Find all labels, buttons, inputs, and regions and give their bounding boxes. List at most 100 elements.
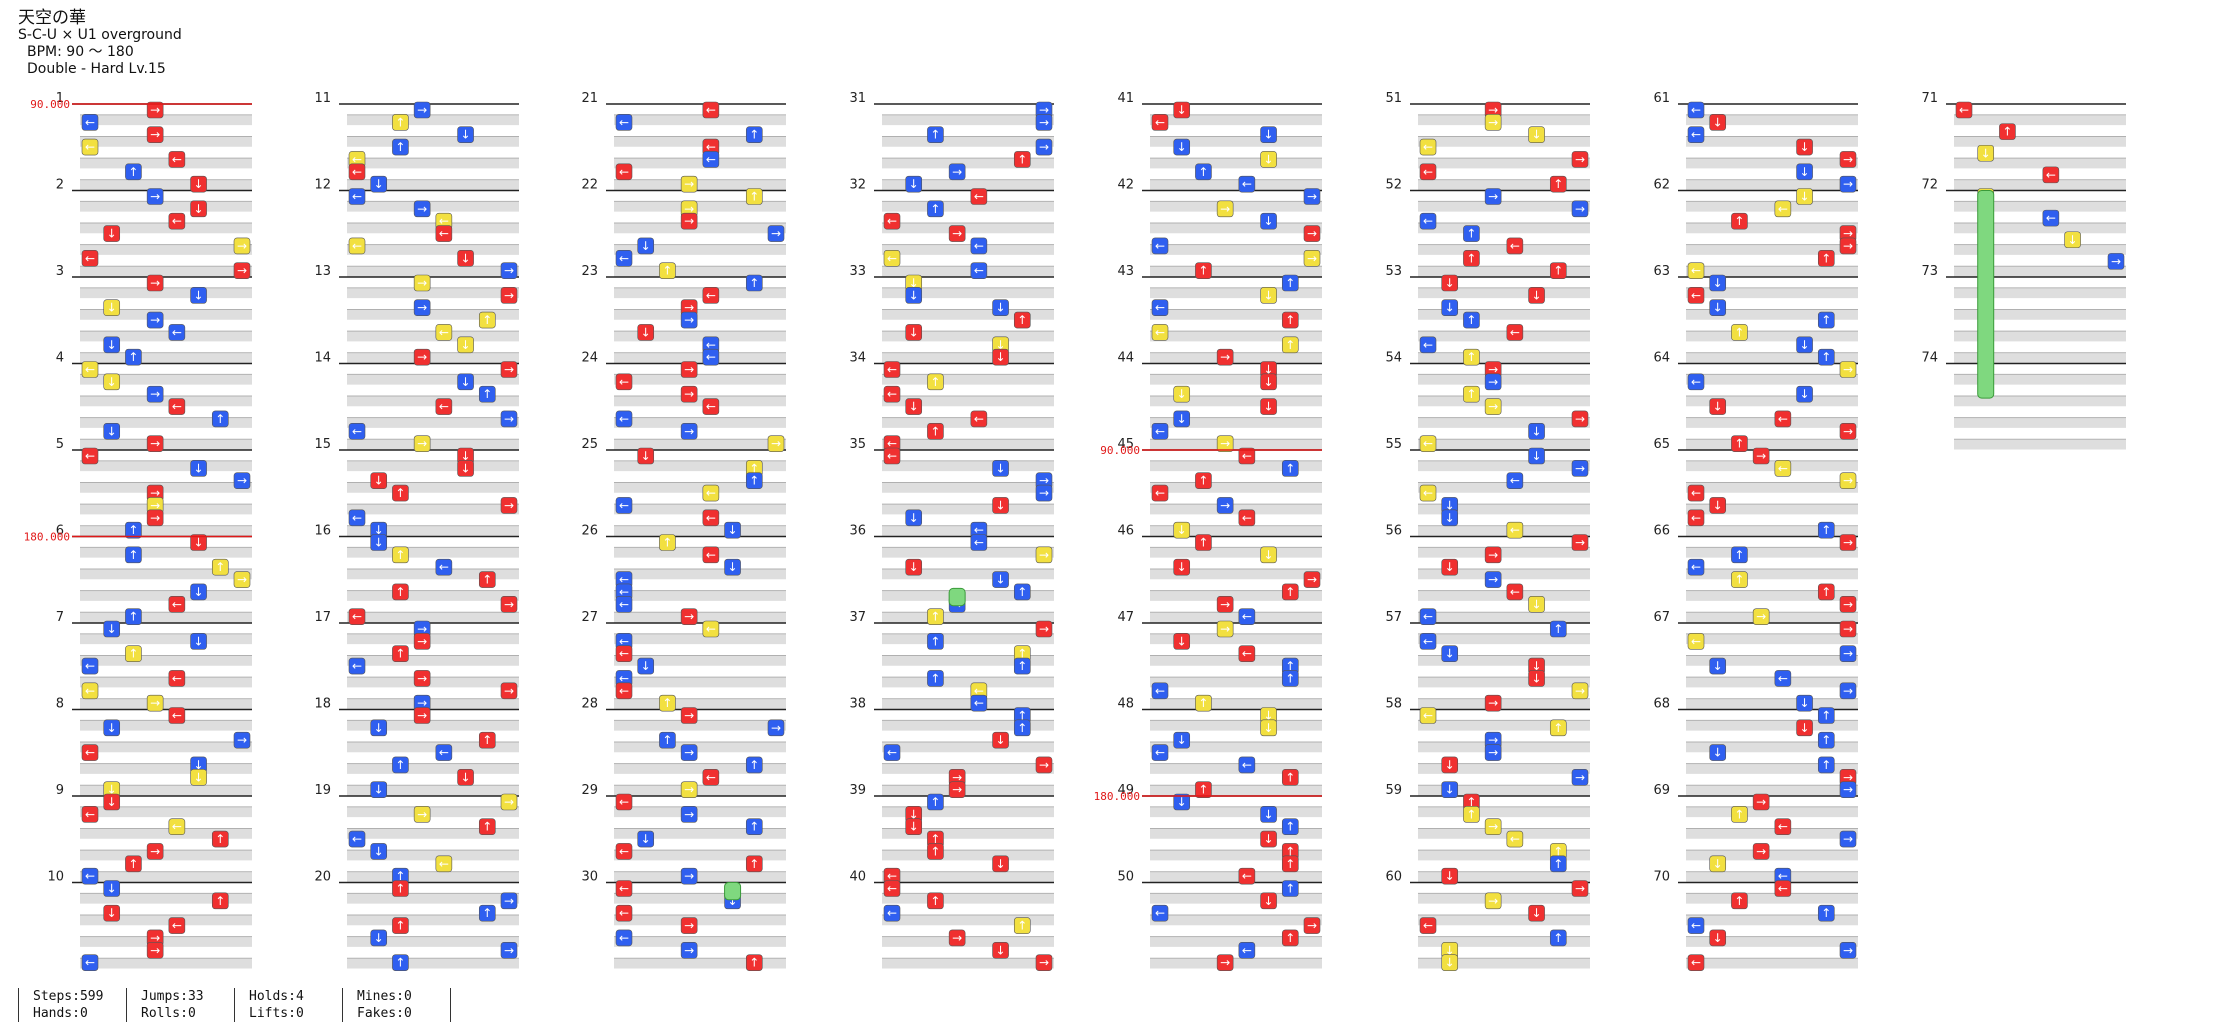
- arrow-glyph: ↑: [1466, 387, 1476, 401]
- arrow-glyph: ↑: [2002, 125, 2012, 139]
- arrow-note: [883, 249, 901, 267]
- arrow-glyph: ↑: [1017, 313, 1027, 327]
- arrow-glyph: ↓: [1177, 634, 1187, 648]
- arrow-note: [103, 373, 121, 391]
- measure-number: 68: [1653, 697, 1670, 712]
- arrow-glyph: ↓: [728, 523, 738, 537]
- arrow-glyph: ↑: [930, 671, 940, 685]
- arrow-note: [659, 694, 676, 712]
- beat-stripe: [882, 677, 1054, 688]
- arrow-glyph: ↓: [461, 375, 471, 389]
- arrow-glyph: ↑: [395, 585, 405, 599]
- measure-number: 72: [1921, 178, 1938, 193]
- arrow-note: [103, 793, 121, 811]
- beat-stripe: [1686, 374, 1858, 385]
- arrow-glyph: ↑: [1821, 733, 1831, 747]
- arrow-note: [1419, 163, 1437, 181]
- measure-number: 29: [581, 783, 598, 798]
- arrow-note: [1303, 225, 1321, 242]
- arrow-glyph: ←: [172, 325, 182, 339]
- beat-stripe: [1150, 223, 1322, 234]
- arrow-glyph: ↓: [374, 721, 384, 735]
- arrow-glyph: ←: [2046, 211, 2056, 225]
- arrow-glyph: ↓: [461, 449, 471, 463]
- beat-stripe: [347, 742, 519, 753]
- beat-stripe: [1686, 764, 1858, 774]
- beat-stripe: [347, 482, 519, 493]
- beat-stripe: [614, 915, 786, 926]
- arrow-glyph: ↓: [194, 634, 204, 648]
- beat-stripe: [80, 591, 252, 601]
- arrow-glyph: ↑: [395, 548, 405, 562]
- arrow-note: [1151, 299, 1169, 317]
- arrow-note: [615, 410, 633, 428]
- arrow-note: [1151, 324, 1169, 341]
- arrow-note: [146, 101, 164, 119]
- arrow-note: [1571, 880, 1589, 897]
- arrow-glyph: →: [504, 684, 514, 698]
- beat-stripe: [1686, 807, 1858, 818]
- arrow-glyph: ↑: [1466, 350, 1476, 364]
- arrow-glyph: ↓: [374, 931, 384, 945]
- beat-stripe: [347, 915, 519, 926]
- arrow-note: [190, 768, 207, 786]
- measure-number: 71: [1921, 91, 1938, 106]
- measure-number: 9: [56, 783, 64, 798]
- arrow-note: [1506, 472, 1524, 490]
- arrow-glyph: →: [1220, 597, 1230, 611]
- arrow-glyph: ↓: [641, 239, 651, 253]
- arrow-note: [1013, 657, 1031, 675]
- arrow-note: [702, 484, 720, 502]
- arrow-glyph: ↓: [909, 400, 919, 414]
- arrow-glyph: ↓: [641, 325, 651, 339]
- arrow-glyph: →: [1220, 956, 1230, 970]
- beat-stripe: [614, 482, 786, 493]
- measure-number: 62: [1653, 178, 1670, 193]
- beat-stripe: [1418, 915, 1590, 926]
- arrow-note: [659, 731, 676, 749]
- arrow-glyph: ↓: [1800, 165, 1810, 179]
- beat-stripe: [1418, 828, 1590, 839]
- beat-stripe: [882, 699, 1054, 709]
- beat-stripe: [1150, 850, 1322, 861]
- arrow-glyph: ←: [619, 671, 629, 685]
- arrow-note: [1195, 694, 1212, 712]
- arrow-glyph: ↓: [1445, 647, 1455, 661]
- beat-stripe: [614, 180, 786, 190]
- arrow-note: [1687, 633, 1705, 650]
- arrow-glyph: ←: [887, 437, 897, 451]
- arrow-note: [478, 904, 496, 922]
- arrow-glyph: ↑: [749, 758, 759, 772]
- arrow-note: [1506, 830, 1524, 848]
- arrow-glyph: ↑: [1821, 251, 1831, 265]
- arrow-note: [905, 818, 923, 836]
- arrow-glyph: →: [150, 190, 160, 204]
- arrow-glyph: →: [1575, 152, 1585, 166]
- beat-stripe: [1418, 547, 1590, 558]
- arrow-note: [500, 682, 518, 700]
- arrow-glyph: ↑: [1285, 671, 1295, 685]
- beat-stripe: [80, 699, 252, 709]
- arrow-note: [1709, 299, 1727, 317]
- beat-stripe: [1418, 742, 1590, 753]
- beat-stripe: [614, 461, 786, 472]
- arrow-note: [1216, 348, 1234, 366]
- arrow-note: [659, 534, 676, 551]
- arrow-glyph: ↓: [1264, 288, 1274, 302]
- arrow-glyph: ↑: [1821, 906, 1831, 920]
- arrow-glyph: ←: [1423, 214, 1433, 228]
- arrow-glyph: ↑: [1821, 350, 1831, 364]
- arrow-glyph: ←: [352, 511, 362, 525]
- arrow-note: [702, 509, 720, 527]
- arrow-note: [146, 311, 164, 329]
- arrow-note: [745, 126, 763, 144]
- arrow-note: [1013, 151, 1031, 168]
- beat-stripe: [1418, 396, 1590, 407]
- arrow-glyph: ←: [1155, 906, 1165, 920]
- beat-stripe: [882, 569, 1054, 580]
- arrow-glyph: ↓: [1177, 560, 1187, 574]
- arrow-note: [500, 941, 518, 959]
- measure-number: 61: [1653, 91, 1670, 106]
- arrow-glyph: →: [504, 363, 514, 377]
- beat-stripe: [614, 504, 786, 515]
